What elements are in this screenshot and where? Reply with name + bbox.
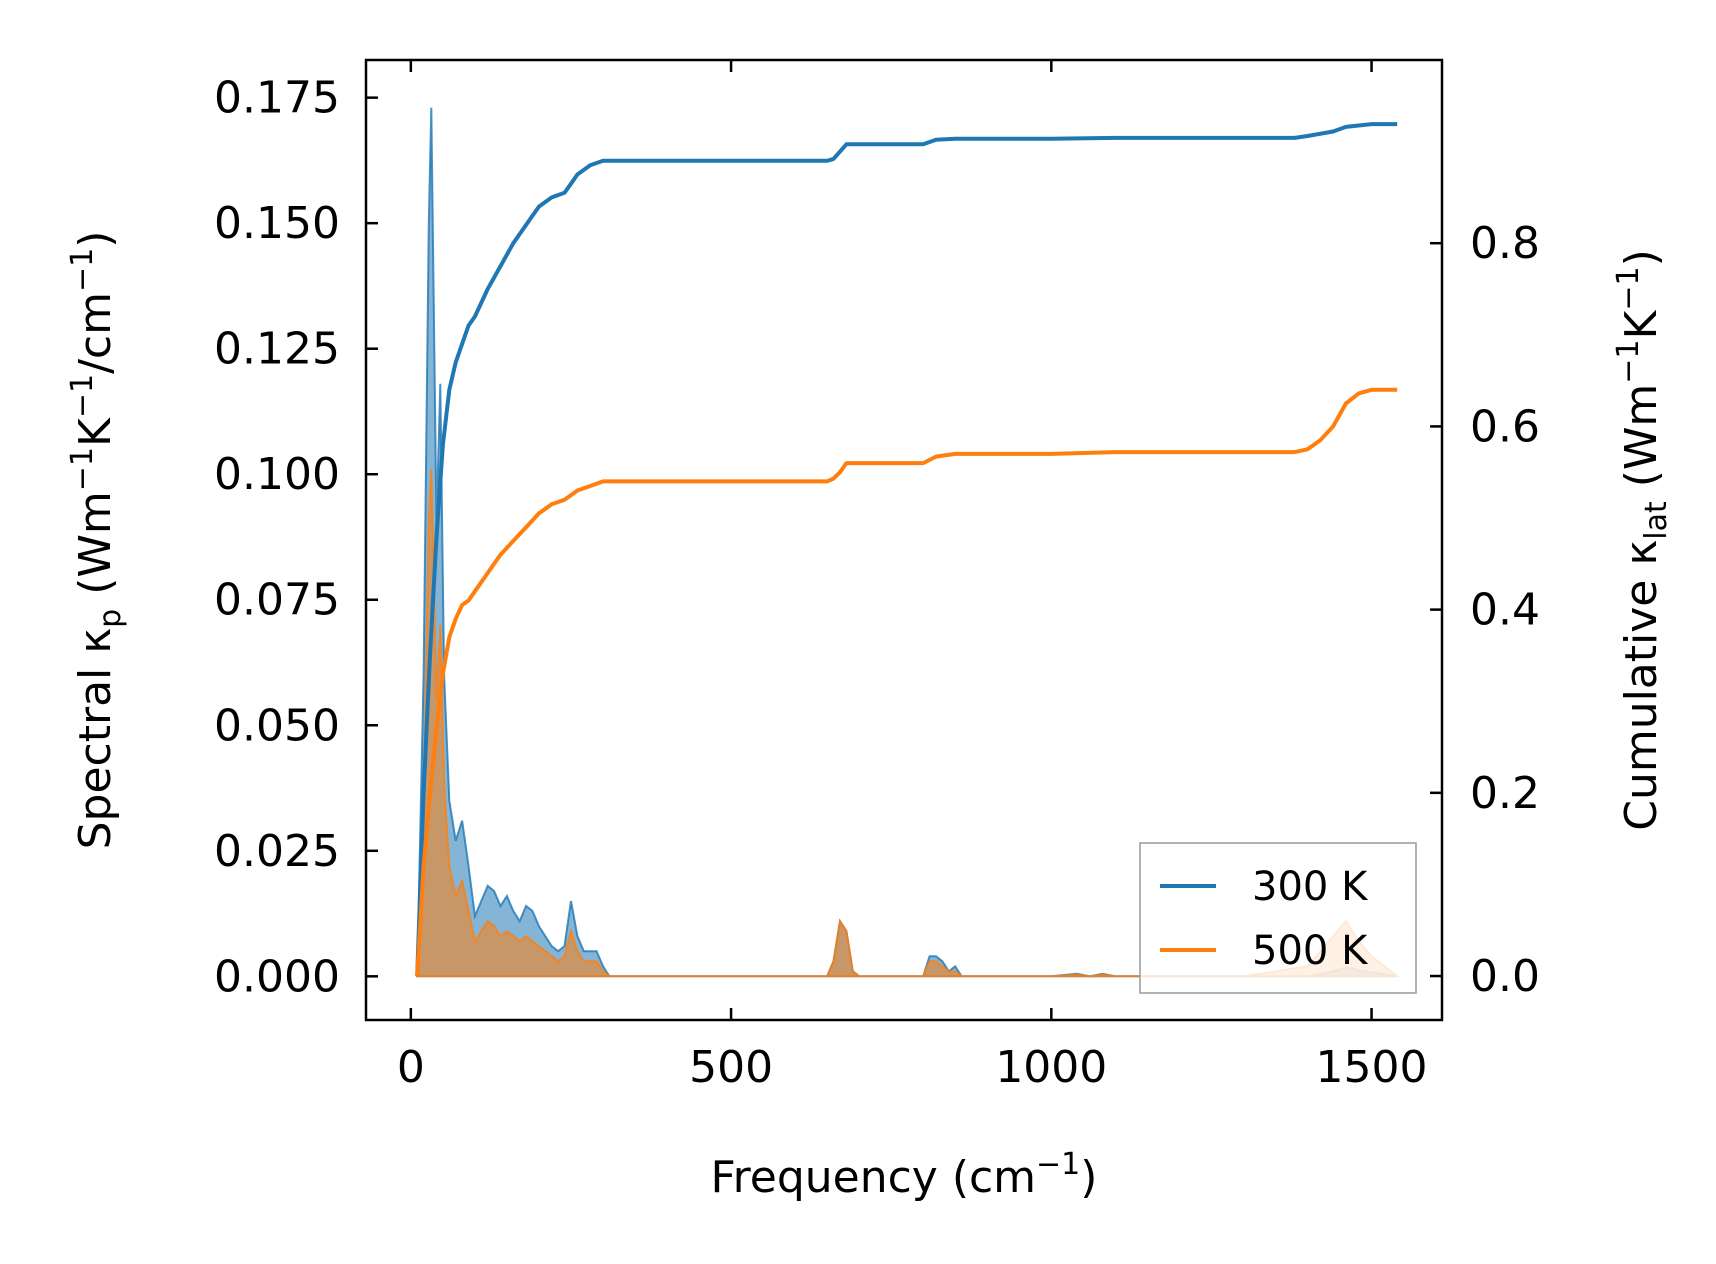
y-left-tick-label: 0.050: [214, 700, 340, 751]
x-tick-label: 0: [397, 1042, 425, 1093]
plot-frame: [364, 58, 1444, 1022]
y-left-axis-label: Spectral κp (Wm−1K−1/cm−1): [65, 231, 128, 850]
x-axis-label: Frequency (cm−1): [711, 1147, 1098, 1203]
spectral-area-500k: [416, 469, 1401, 978]
y-left-tick-label: 0.075: [214, 575, 340, 626]
y-right-tick-label: 0.0: [1470, 951, 1540, 1002]
cumulative-line-300k: [415, 122, 1398, 977]
x-axis-ticks: 0 500 1000 1500: [397, 60, 1428, 1093]
legend-label-300k: 300 K: [1252, 864, 1369, 910]
spectral-fills: [416, 107, 1401, 978]
y-left-tick-label: 0.125: [214, 324, 340, 375]
y-right-axis-label: Cumulative κlat (Wm−1K−1): [1611, 249, 1674, 831]
y-right-tick-label: 0.6: [1470, 401, 1540, 452]
y-left-tick-label: 0.175: [214, 73, 340, 124]
y-right-axis-ticks: 0.0 0.2 0.4 0.6 0.8: [1430, 218, 1540, 1002]
y-left-axis-ticks: 0.000 0.025 0.050 0.075 0.100 0.125 0.150 0.175: [214, 73, 378, 1002]
cumulative-line-500k: [415, 387, 1398, 977]
y-left-tick-label: 0.000: [214, 951, 340, 1002]
x-tick-label: 1500: [1316, 1042, 1428, 1093]
y-left-tick-label: 0.150: [214, 198, 340, 249]
legend: 300 K 500 K: [1139, 842, 1417, 994]
x-tick-label: 1000: [995, 1042, 1107, 1093]
y-right-tick-label: 0.2: [1470, 768, 1540, 819]
y-right-tick-label: 0.4: [1470, 585, 1540, 636]
y-left-tick-label: 0.025: [214, 826, 340, 877]
x-tick-label: 500: [689, 1042, 773, 1093]
y-left-tick-label: 0.100: [214, 449, 340, 500]
y-right-tick-label: 0.8: [1470, 218, 1540, 269]
legend-box: [1139, 842, 1417, 994]
legend-label-500k: 500 K: [1252, 928, 1369, 974]
cumulative-lines: [415, 122, 1398, 977]
